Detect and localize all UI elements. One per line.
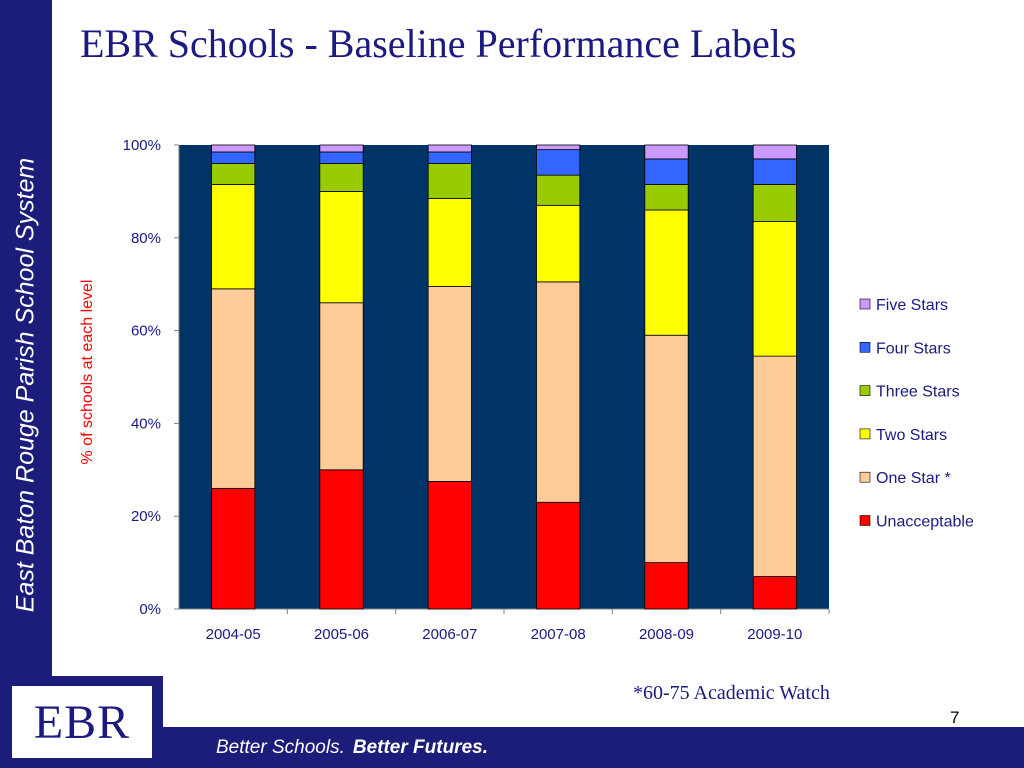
bar-segment [536, 281, 581, 503]
tagline-bold: Better Futures. [352, 737, 488, 758]
footnote: *60-75 Academic Watch [633, 682, 830, 704]
legend: Five Stars Four Stars Three Stars Two Stars… [859, 297, 974, 531]
y-tick-label: 0% [139, 601, 161, 618]
footer-tagline: Better Schools. Better Futures. [216, 737, 488, 759]
bar-segment [752, 184, 797, 222]
y-tick-label: 100% [123, 137, 161, 154]
x-tick-label: 2007-08 [531, 626, 586, 643]
legend-label: Four Stars [876, 340, 951, 357]
x-tick-label: 2009-10 [747, 626, 802, 643]
bar-segment [752, 355, 797, 577]
bar-segment [644, 144, 689, 160]
bar-segment [752, 144, 797, 160]
bar-segment [644, 334, 689, 563]
bar-segment [752, 576, 797, 610]
bar-segment [536, 149, 581, 176]
bar-segment [644, 158, 689, 185]
bar-segment [319, 469, 364, 610]
legend-label: Unacceptable [876, 514, 974, 531]
bar-segment [211, 151, 256, 164]
bar-segment [319, 302, 364, 471]
bar-segment [211, 144, 256, 153]
ebr-logo: EBR [33, 696, 131, 749]
bar-segment [211, 487, 256, 610]
bar-segment [319, 144, 364, 153]
x-tick-label: 2006-07 [422, 626, 477, 643]
slide-number: 7 [950, 708, 960, 727]
legend-label: Five Stars [876, 297, 948, 314]
legend-swatch [859, 428, 871, 440]
bar-segment [536, 501, 581, 610]
bar-segment [427, 197, 472, 287]
bar-segment [319, 190, 364, 304]
bar-segment [319, 163, 364, 192]
bar-segment [427, 286, 472, 482]
legend-label: Two Stars [876, 427, 947, 444]
y-tick-label: 20% [131, 508, 161, 525]
legend-swatch [859, 341, 871, 353]
bar-segment [644, 184, 689, 211]
plot-area: 0% 20% 40% 60% 80% 100% 2004-05 2005-06 2006-07 2… [123, 137, 830, 643]
legend-label: One Star * [876, 470, 951, 487]
bar-segment [427, 144, 472, 153]
bar-segment [427, 480, 472, 610]
y-tick-label: 80% [131, 230, 161, 247]
bar-segment [644, 562, 689, 610]
bar-segment [536, 174, 581, 206]
y-tick-label: 60% [131, 323, 161, 340]
bar-segment [536, 204, 581, 283]
tagline-regular: Better Schools. [216, 737, 345, 758]
legend-swatch [859, 471, 871, 483]
x-tick-label: 2004-05 [206, 626, 261, 643]
bar-segment [427, 163, 472, 199]
bar-segment [319, 151, 364, 164]
x-tick-label: 2008-09 [639, 626, 694, 643]
bar-segment [211, 184, 256, 290]
logo-background [12, 686, 152, 758]
x-tick-label: 2005-06 [314, 626, 369, 643]
slide-title: EBR Schools - Baseline Performance Label… [80, 21, 797, 66]
legend-swatch [859, 298, 871, 310]
stacked-bar-chart: % of schools at each level 0% 20% 40% 60% 80… [79, 137, 974, 643]
bar-segment [427, 151, 472, 164]
legend-label: Three Stars [876, 384, 960, 401]
bar-segment [211, 288, 256, 489]
bar-segment [752, 158, 797, 185]
plot-background [179, 145, 829, 609]
sidebar-band [0, 0, 52, 676]
bar-segment [644, 209, 689, 336]
y-axis-label: % of schools at each level [79, 280, 96, 465]
y-tick-label: 40% [131, 415, 161, 432]
legend-swatch [859, 515, 871, 526]
legend-swatch [859, 385, 871, 396]
footer-bar [163, 727, 1024, 768]
bar-segment [752, 221, 797, 357]
bar-segment [211, 163, 256, 185]
bar-segment [536, 144, 581, 151]
